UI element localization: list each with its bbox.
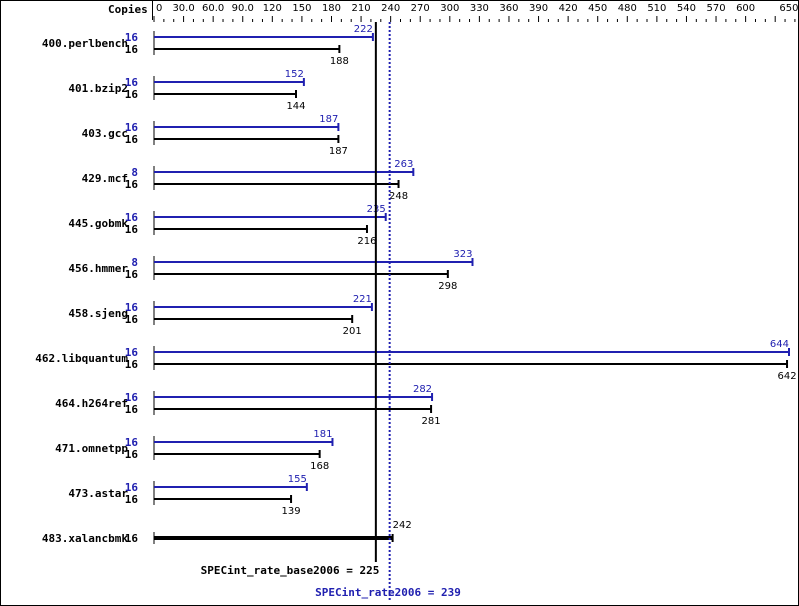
peak-copies: 16 — [125, 481, 139, 494]
peak-reference-label: SPECint_rate2006 = 239 — [315, 586, 461, 599]
tick-label: 180 — [322, 3, 341, 14]
base-value-label: 242 — [393, 520, 412, 531]
base-copies: 16 — [125, 358, 139, 371]
tick-label: 150 — [292, 3, 311, 14]
tick-label: 270 — [411, 3, 430, 14]
benchmark-label: 445.gobmk — [68, 217, 128, 230]
base-copies: 16 — [125, 532, 139, 545]
peak-value-label: 644 — [770, 339, 789, 350]
benchmark-label: 458.sjeng — [68, 307, 128, 320]
tick-label: 390 — [529, 3, 548, 14]
base-value-label: 187 — [329, 146, 348, 157]
peak-value-label: 181 — [313, 429, 332, 440]
tick-label: 210 — [352, 3, 371, 14]
peak-copies: 16 — [125, 31, 139, 44]
base-copies: 16 — [125, 223, 139, 236]
tick-label: 90.0 — [232, 3, 254, 14]
base-copies: 16 — [125, 178, 139, 191]
base-value-label: 642 — [777, 371, 796, 382]
benchmark-label: 464.h264ref — [55, 397, 128, 410]
base-copies: 16 — [125, 88, 139, 101]
tick-label: 510 — [647, 3, 666, 14]
peak-copies: 16 — [125, 436, 139, 449]
peak-copies: 16 — [125, 76, 139, 89]
benchmark-label: 456.hmmer — [68, 262, 128, 275]
peak-value-label: 152 — [285, 69, 304, 80]
tick-label: 120 — [263, 3, 282, 14]
base-copies: 16 — [125, 43, 139, 56]
base-value-label: 216 — [357, 236, 376, 247]
tick-label: 540 — [677, 3, 696, 14]
peak-copies: 16 — [125, 211, 139, 224]
base-value-label: 168 — [310, 461, 329, 472]
tick-label: 300 — [440, 3, 459, 14]
base-value-label: 144 — [286, 101, 305, 112]
peak-copies: 16 — [125, 121, 139, 134]
base-copies: 16 — [125, 493, 139, 506]
base-value-label: 281 — [422, 416, 441, 427]
tick-label: 450 — [588, 3, 607, 14]
peak-value-label: 282 — [413, 384, 432, 395]
peak-value-label: 222 — [354, 24, 373, 35]
peak-copies: 16 — [125, 391, 139, 404]
benchmark-label: 462.libquantum — [35, 352, 128, 365]
base-copies: 16 — [125, 448, 139, 461]
tick-label: 600 — [736, 3, 755, 14]
base-copies: 16 — [125, 403, 139, 416]
peak-value-label: 187 — [319, 114, 338, 125]
peak-value-label: 323 — [453, 249, 472, 260]
base-value-label: 248 — [389, 191, 408, 202]
copies-header: Copies — [108, 3, 148, 16]
base-value-label: 298 — [438, 281, 457, 292]
peak-copies: 16 — [125, 301, 139, 314]
base-value-label: 139 — [282, 506, 301, 517]
tick-label: 650 — [779, 3, 798, 14]
benchmark-label: 473.astar — [68, 487, 128, 500]
tick-label: 240 — [381, 3, 400, 14]
base-value-label: 201 — [343, 326, 362, 337]
benchmark-label: 403.gcc — [82, 127, 128, 140]
tick-label: 360 — [499, 3, 518, 14]
tick-label: 330 — [470, 3, 489, 14]
tick-label: 480 — [618, 3, 637, 14]
tick-label: 0 — [156, 3, 162, 14]
peak-copies: 8 — [131, 256, 138, 269]
benchmark-label: 471.omnetpp — [55, 442, 128, 455]
tick-label: 570 — [706, 3, 725, 14]
benchmark-label: 483.xalancbmk — [42, 532, 128, 545]
benchmark-label: 400.perlbench — [42, 37, 128, 50]
base-copies: 16 — [125, 133, 139, 146]
base-copies: 16 — [125, 313, 139, 326]
base-reference-label: SPECint_rate_base2006 = 225 — [201, 564, 380, 577]
base-value-label: 188 — [330, 56, 349, 67]
peak-value-label: 155 — [288, 474, 307, 485]
benchmark-label: 401.bzip2 — [68, 82, 128, 95]
peak-value-label: 263 — [394, 159, 413, 170]
base-copies: 16 — [125, 268, 139, 281]
peak-copies: 16 — [125, 346, 139, 359]
peak-value-label: 221 — [353, 294, 372, 305]
tick-label: 30.0 — [172, 3, 194, 14]
peak-copies: 8 — [131, 166, 138, 179]
tick-label: 420 — [559, 3, 578, 14]
benchmark-label: 429.mcf — [82, 172, 128, 185]
tick-label: 60.0 — [202, 3, 224, 14]
